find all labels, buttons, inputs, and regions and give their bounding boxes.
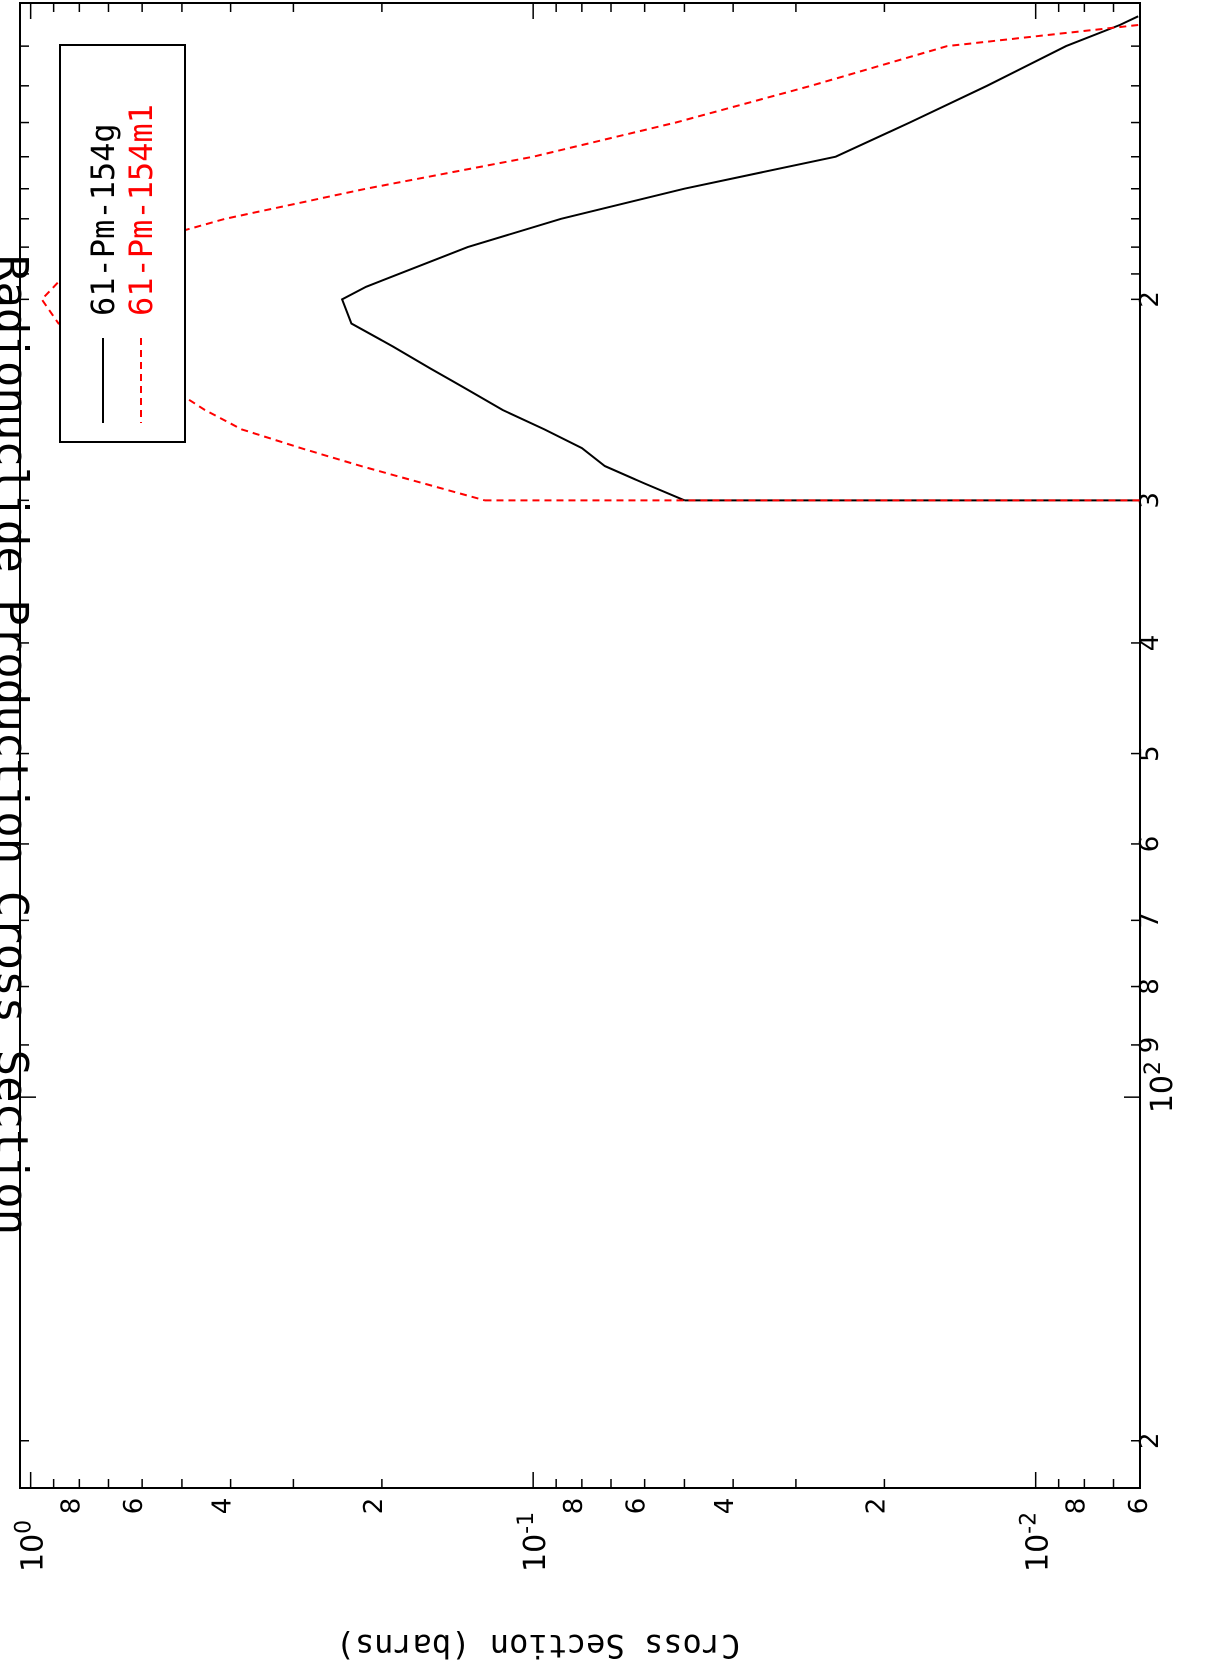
x-tick-label: 2	[1135, 1432, 1165, 1449]
y-tick-label: 8	[1061, 1498, 1091, 1515]
y-tick-label: 6	[119, 1498, 149, 1515]
y-tick-label-major: 10-2	[1017, 1512, 1056, 1572]
legend: 61-Pm-154g 61-Pm-154m1	[59, 44, 186, 443]
ticks-layer: 23456789210286428642864210010-110-2	[12, 2, 1180, 1572]
plot-area	[19, 2, 1141, 1489]
y-tick-label-major: 10-1	[514, 1512, 553, 1572]
series-line-1	[40, 24, 1139, 502]
y-tick-label: 4	[710, 1498, 740, 1515]
legend-box	[59, 44, 186, 443]
x-tick-label: 5	[1135, 745, 1165, 762]
x-tick-label: 3	[1135, 492, 1165, 509]
legend-label-pm154g: 61-Pm-154g	[84, 123, 122, 316]
x-tick-label: 4	[1135, 635, 1165, 652]
y-tick-label: 6	[622, 1498, 652, 1515]
y-tick-label: 6	[1124, 1498, 1154, 1515]
x-tick-label: 2	[1135, 291, 1165, 308]
y-tick-label: 8	[56, 1498, 86, 1515]
y-axis-label: Cross Section (barns)	[336, 1627, 741, 1665]
y-tick-label: 4	[208, 1498, 238, 1515]
legend-label-pm154m1: 61-Pm-154m1	[122, 104, 160, 316]
x-tick-label: 8	[1135, 978, 1165, 995]
chart-title: Radionuclide Production Cross Section	[0, 255, 37, 1235]
x-tick-label-major: 102	[1141, 1061, 1180, 1113]
y-tick-label: 2	[861, 1498, 891, 1515]
series-line-0	[340, 15, 1139, 502]
y-tick-label-major: 100	[12, 1520, 51, 1572]
y-tick-label: 8	[559, 1498, 589, 1515]
y-tick-label: 2	[359, 1498, 389, 1515]
x-tick-label: 9	[1135, 1037, 1165, 1054]
series-layer	[40, 15, 1140, 502]
x-tick-label: 6	[1135, 836, 1165, 853]
x-tick-label: 7	[1135, 912, 1165, 929]
